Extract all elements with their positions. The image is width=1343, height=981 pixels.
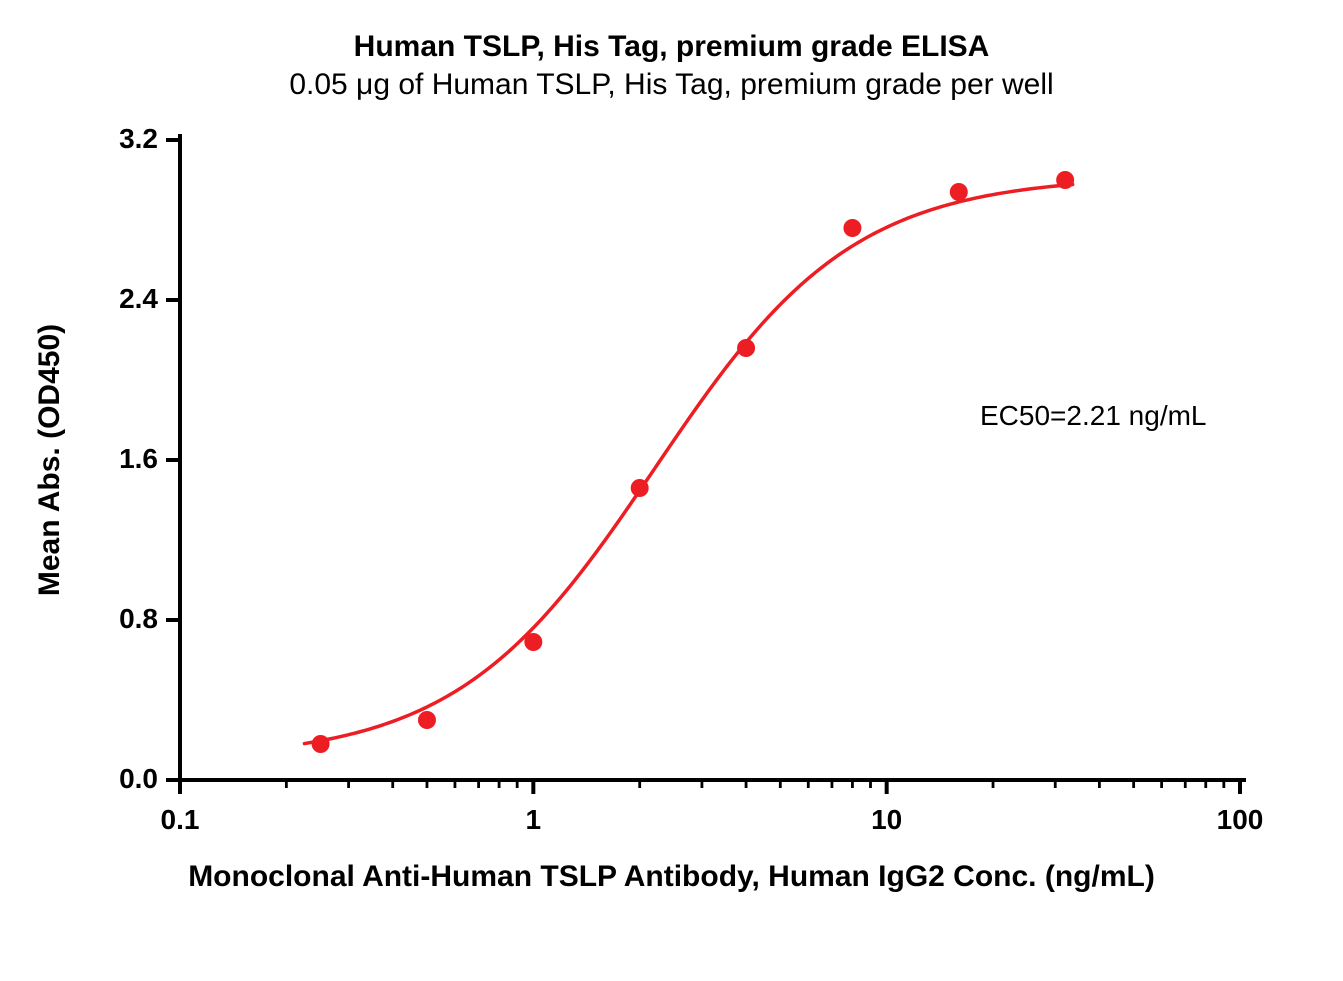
ec50-annotation: EC50=2.21 ng/mL (980, 400, 1207, 432)
y-tick-label: 3.2 (119, 123, 158, 155)
x-tick-label: 100 (1217, 804, 1264, 836)
chart-svg (0, 0, 1343, 981)
x-tick-label: 10 (871, 804, 902, 836)
x-tick-label: 0.1 (161, 804, 200, 836)
y-tick-label: 0.8 (119, 603, 158, 635)
x-axis-label: Monoclonal Anti-Human TSLP Antibody, Hum… (0, 860, 1343, 894)
y-tick-label: 0.0 (119, 763, 158, 795)
x-tick-label: 1 (526, 804, 542, 836)
y-tick-label: 1.6 (119, 443, 158, 475)
y-axis-label: Mean Abs. (OD450) (33, 324, 67, 596)
chart-container: Human TSLP, His Tag, premium grade ELISA… (0, 0, 1343, 981)
y-tick-label: 2.4 (119, 283, 158, 315)
